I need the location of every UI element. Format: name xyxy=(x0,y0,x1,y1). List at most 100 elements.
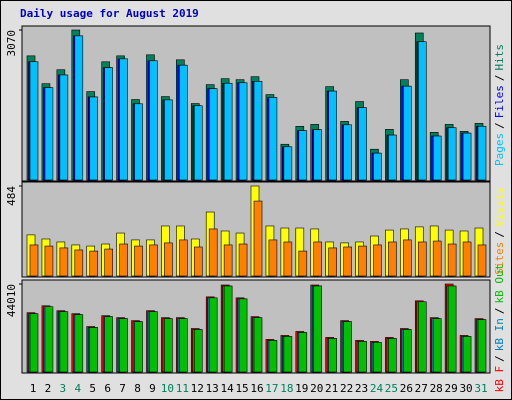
bar xyxy=(253,317,263,373)
bar xyxy=(104,67,113,181)
bar xyxy=(164,242,173,277)
bar xyxy=(29,61,39,181)
x-tick-label: 19 xyxy=(295,382,308,395)
x-tick-label: 21 xyxy=(325,382,338,395)
bar xyxy=(223,244,233,277)
bar xyxy=(74,314,84,373)
bar xyxy=(283,146,293,181)
bar xyxy=(208,297,218,373)
bar xyxy=(59,311,69,373)
legend-label: Pages xyxy=(493,133,506,166)
bar xyxy=(343,246,352,277)
legend-label: kB In xyxy=(493,318,506,351)
x-tick-label: 28 xyxy=(430,382,443,395)
legend-separator: / xyxy=(493,307,506,314)
bar xyxy=(29,244,39,277)
legend: Pages / Files / Hits xyxy=(493,44,506,166)
bar xyxy=(74,35,84,181)
x-tick-label: 31 xyxy=(474,382,487,395)
bar xyxy=(343,124,352,181)
legend-label: kB F xyxy=(493,366,506,393)
bar xyxy=(193,105,203,181)
bar xyxy=(358,341,367,373)
x-tick-label: 3 xyxy=(60,382,67,395)
x-tick-label: 10 xyxy=(161,382,174,395)
bar xyxy=(208,88,218,181)
bar xyxy=(119,318,128,373)
x-tick-label: 29 xyxy=(445,382,458,395)
x-tick-label: 13 xyxy=(206,382,219,395)
legend-separator: / xyxy=(493,75,506,82)
bar xyxy=(373,342,382,373)
bar xyxy=(238,243,248,277)
bar xyxy=(373,244,382,277)
x-tick-label: 17 xyxy=(265,382,278,395)
bar xyxy=(238,298,248,373)
bar xyxy=(104,248,113,277)
bar xyxy=(298,250,308,277)
legend-label: Sites xyxy=(493,242,506,275)
y-tick-label: 44010 xyxy=(5,284,18,317)
x-tick-label: 11 xyxy=(176,382,189,395)
bar xyxy=(432,240,442,277)
bar xyxy=(388,241,397,277)
x-tick-label: 20 xyxy=(310,382,323,395)
bar xyxy=(268,239,278,277)
bar xyxy=(477,244,487,277)
bar xyxy=(89,327,99,373)
bar xyxy=(477,125,487,181)
x-tick-label: 8 xyxy=(134,382,141,395)
x-tick-label: 24 xyxy=(370,382,384,395)
bar xyxy=(179,64,188,181)
bar xyxy=(149,60,158,181)
bar xyxy=(134,321,143,373)
bar xyxy=(358,245,367,277)
bar xyxy=(298,130,308,181)
x-tick-label: 18 xyxy=(280,382,293,395)
bar xyxy=(343,321,352,373)
x-tick-label: 16 xyxy=(250,382,263,395)
bar xyxy=(89,96,99,181)
bar xyxy=(462,132,472,181)
bar xyxy=(179,239,188,277)
bar xyxy=(477,319,487,373)
bar xyxy=(104,316,113,373)
bar xyxy=(313,129,323,181)
x-tick-label: 14 xyxy=(221,382,235,395)
bar xyxy=(328,90,337,181)
bar xyxy=(403,329,412,373)
x-tick-label: 5 xyxy=(89,382,96,395)
bar xyxy=(462,336,472,373)
legend: Sites / Visits xyxy=(493,187,506,275)
bar xyxy=(59,74,69,181)
bar xyxy=(283,241,293,277)
legend-separator: / xyxy=(493,355,506,362)
bar xyxy=(149,244,158,277)
bar xyxy=(417,301,427,373)
bar xyxy=(44,245,54,277)
x-tick-label: 27 xyxy=(415,382,428,395)
bar xyxy=(208,228,218,277)
legend-label: kB Out xyxy=(493,264,506,304)
x-tick-label: 30 xyxy=(459,382,472,395)
bar xyxy=(417,241,427,277)
bar xyxy=(119,243,128,277)
x-tick-label: 12 xyxy=(191,382,204,395)
x-tick-label: 22 xyxy=(340,382,353,395)
x-tick-label: 23 xyxy=(355,382,368,395)
x-tick-label: 15 xyxy=(235,382,248,395)
x-tick-label: 4 xyxy=(74,382,81,395)
bar xyxy=(268,97,278,181)
bar xyxy=(29,313,39,373)
bar xyxy=(253,200,263,277)
bar xyxy=(358,107,367,181)
x-tick-label: 2 xyxy=(45,382,52,395)
bar xyxy=(134,245,143,277)
bar xyxy=(447,127,457,181)
x-tick-label: 1 xyxy=(30,382,37,395)
bar xyxy=(373,152,382,181)
bar xyxy=(74,249,84,277)
bar xyxy=(89,250,99,277)
